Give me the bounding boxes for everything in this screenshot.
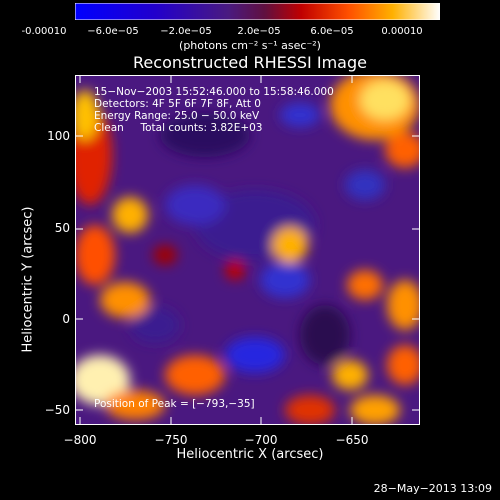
colorbar-tick: 6.0e−05 (310, 26, 354, 37)
rhessi-image (75, 75, 420, 425)
y-tick: 50 (54, 221, 70, 235)
x-axis-label: Heliocentric X (arcsec) (176, 447, 324, 462)
colorbar-tick: 0.00010 (381, 26, 423, 37)
y-axis-label: Heliocentric Y (arcsec) (20, 206, 36, 353)
timestamp-footer: 28−May−2013 13:09 (373, 482, 492, 495)
x-tick: −800 (63, 433, 97, 447)
info-time: 15−Nov−2003 15:52:46.000 to 15:58:46.000 (94, 86, 334, 98)
colorbar-tick: -0.00010 (21, 26, 67, 37)
colorbar-tick: −2.0e−05 (160, 26, 212, 37)
y-tick: 0 (62, 312, 70, 326)
y-tick: 100 (47, 129, 70, 143)
peak-position: Position of Peak = [−793,−35] (94, 398, 255, 410)
x-tick: −650 (335, 433, 369, 447)
colorbar-units: (photons cm⁻² s⁻¹ asec⁻²) (179, 39, 321, 52)
y-tick: −50 (44, 403, 70, 417)
x-tick: −700 (244, 433, 278, 447)
info-energy: Energy Range: 25.0 − 50.0 keV (94, 110, 260, 122)
colorbar-tick: −6.0e−05 (87, 26, 139, 37)
info-clean: Clean Total counts: 3.82E+03 (94, 122, 263, 134)
plot-title: Reconstructed RHESSI Image (133, 53, 367, 72)
colorbar-tick: 2.0e−05 (237, 26, 281, 37)
colorbar (75, 3, 440, 20)
info-detectors: Detectors: 4F 5F 6F 7F 8F, Att 0 (94, 98, 261, 110)
x-tick: −750 (154, 433, 188, 447)
